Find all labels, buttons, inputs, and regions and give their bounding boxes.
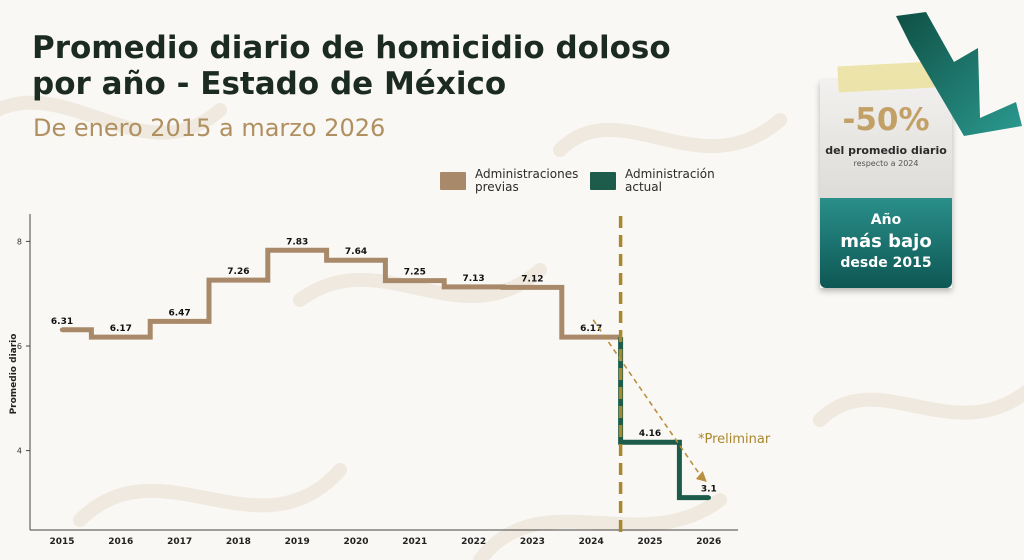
y-tick-label: 6 xyxy=(17,342,22,351)
chart-legend: Administraciones previas Administración … xyxy=(440,168,740,198)
data-label: 7.25 xyxy=(404,268,426,278)
data-label: 6.17 xyxy=(110,324,132,334)
x-tick-label: 2019 xyxy=(285,537,310,547)
chart-subtitle: De enero 2015 a marzo 2026 xyxy=(33,114,386,142)
card-line-2: respecto a 2024 xyxy=(853,159,919,168)
x-tick-label: 2025 xyxy=(637,537,662,547)
data-point-previous xyxy=(236,277,241,283)
card-bottom-line-3: desde 2015 xyxy=(840,255,932,271)
card-top: -50% del promedio diario respecto a 2024 xyxy=(820,61,952,198)
x-tick-label: 2024 xyxy=(579,537,604,547)
data-label: 4.16 xyxy=(639,429,661,439)
preliminary-trend-line xyxy=(592,319,702,477)
series-line-previous xyxy=(62,247,621,340)
data-label: 7.26 xyxy=(227,267,249,277)
preliminary-trend-arrowhead xyxy=(695,470,707,482)
card-percent: -50% xyxy=(842,102,930,138)
data-label: 6.17 xyxy=(580,324,602,334)
y-tick-label: 4 xyxy=(17,447,22,456)
x-tick-label: 2026 xyxy=(696,537,721,547)
title-line-1: Promedio diario de homicidio doloso xyxy=(32,30,671,66)
card-bottom: Año más bajo desde 2015 xyxy=(820,198,952,288)
legend-label-current: Administración actual xyxy=(625,167,715,194)
data-label: 6.47 xyxy=(168,308,190,318)
x-tick-label: 2017 xyxy=(167,537,192,547)
card-bottom-line-2: más bajo xyxy=(840,231,932,252)
data-label: 7.83 xyxy=(286,237,308,247)
data-point-previous xyxy=(177,319,182,324)
data-label: 7.64 xyxy=(345,247,367,257)
legend-swatch-previous xyxy=(440,172,466,190)
chart-title: Promedio diario de homicidio doloso por … xyxy=(32,30,671,102)
data-point-current xyxy=(706,495,711,500)
data-point-previous xyxy=(353,258,359,263)
x-tick-label: 2015 xyxy=(49,537,74,547)
x-tick-label: 2021 xyxy=(402,537,427,547)
legend-item-current: Administración actual xyxy=(590,168,725,194)
title-line-2: por año - Estado de México xyxy=(32,66,507,102)
x-tick-label: 2018 xyxy=(226,537,251,547)
data-label: 6.31 xyxy=(51,317,73,327)
trend-down-arrow-icon xyxy=(896,12,1022,136)
data-point-previous xyxy=(471,284,476,290)
data-point-previous xyxy=(530,285,535,290)
x-tick-label: 2016 xyxy=(108,537,133,547)
data-point-previous xyxy=(412,278,417,283)
data-point-current xyxy=(647,440,653,445)
x-tick-label: 2022 xyxy=(461,537,486,547)
data-point-previous xyxy=(118,334,124,340)
data-point-previous xyxy=(589,334,594,340)
x-tick-label: 2023 xyxy=(520,537,545,547)
data-point-previous xyxy=(295,248,300,253)
reduction-card: -50% del promedio diario respecto a 2024… xyxy=(820,61,952,288)
card-line-1: del promedio diario xyxy=(825,144,947,157)
preliminary-annotation: *Preliminar xyxy=(698,432,771,447)
series-line-current xyxy=(618,337,709,501)
x-tick-label: 2020 xyxy=(343,537,368,547)
y-axis-label: Promedio diario xyxy=(9,334,19,415)
data-point-previous xyxy=(59,327,65,332)
legend-swatch-current xyxy=(590,172,616,190)
y-tick-label: 8 xyxy=(17,237,22,246)
legend-label-previous: Administraciones previas xyxy=(475,167,579,194)
card-bottom-line-1: Año xyxy=(870,212,902,228)
data-label: 7.12 xyxy=(521,274,543,284)
data-label: 3.1 xyxy=(701,485,717,495)
legend-item-previous: Administraciones previas xyxy=(440,168,585,194)
data-label: 7.13 xyxy=(462,274,484,284)
